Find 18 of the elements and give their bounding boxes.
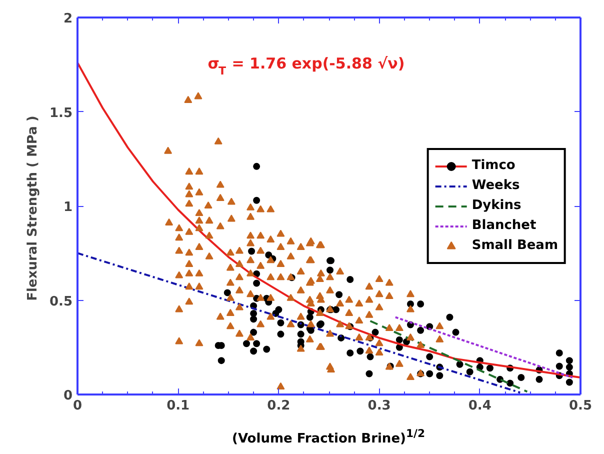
x-tick-label: 0.4 — [468, 398, 492, 414]
y-tick-label: 1 — [63, 200, 72, 215]
legend-label: Blanchet — [472, 218, 536, 234]
y-axis-title: Flexural Strength ( MPa ) — [25, 116, 40, 301]
y-tick-label: 0 — [63, 388, 72, 404]
y-tick-label: 0.5 — [49, 294, 72, 310]
legend-label: Weeks — [472, 178, 520, 194]
legend-label: Timco — [472, 158, 516, 174]
x-tick-label: 0 — [72, 398, 82, 414]
y-tick-label: 2 — [63, 12, 72, 26]
x-tick-label: 0.2 — [267, 398, 290, 414]
legend-label: Dykins — [472, 198, 522, 214]
x-tick-label: 0.3 — [368, 398, 391, 414]
legend-label: Small Beam — [472, 238, 558, 254]
y-tick-label: 1.5 — [49, 106, 72, 121]
x-tick-label: 0.5 — [568, 398, 592, 414]
x-tick-label: 0.1 — [166, 398, 190, 414]
x-axis-title: (Volume Fraction Brine)$^{1/2}$ — [232, 426, 425, 448]
